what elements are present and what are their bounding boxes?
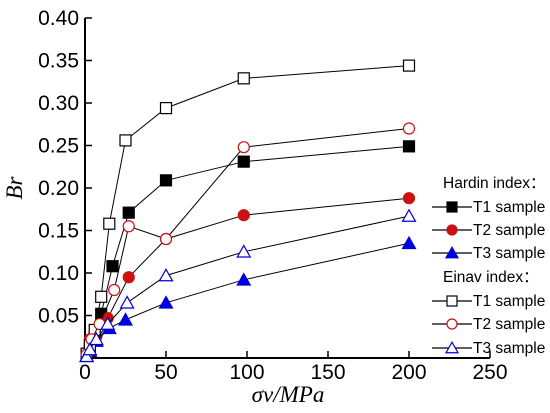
data-point xyxy=(159,101,173,115)
data-point xyxy=(159,232,173,246)
data-point xyxy=(108,283,121,297)
legend-label: T3 sample xyxy=(473,245,545,262)
data-point xyxy=(236,244,252,258)
data-point xyxy=(402,140,416,153)
series-line xyxy=(86,197,410,355)
legend-entry: T2 sample xyxy=(432,316,545,333)
x-tick-label: 250 xyxy=(472,361,507,384)
data-point xyxy=(158,268,174,282)
legend-entry: T1 sample xyxy=(432,199,545,216)
data-point xyxy=(88,331,104,346)
data-point xyxy=(237,72,250,85)
legend-marker xyxy=(444,246,460,259)
y-axis-title: Br xyxy=(2,175,27,199)
y-tick-label: 0.30 xyxy=(38,92,79,115)
y-tick-label: 0.25 xyxy=(38,135,79,158)
data-point xyxy=(237,141,250,154)
data-point xyxy=(402,192,416,205)
legend-label: T2 sample xyxy=(473,222,545,239)
x-axis-ticks: 0 50 100 150 200 250 xyxy=(79,351,508,384)
y-axis-ticks: 0.05 0.10 0.15 0.20 0.25 0.30 0.35 0.40 xyxy=(38,7,92,328)
legend-marker xyxy=(446,318,458,330)
legend-entry: T3 sample xyxy=(432,340,545,357)
data-point xyxy=(117,312,134,326)
data-point xyxy=(402,122,416,135)
x-tick-label: 150 xyxy=(310,361,345,384)
data-point xyxy=(402,59,416,72)
legend-entry: T3 sample xyxy=(432,245,545,262)
series-1 xyxy=(80,140,416,360)
y-tick-label: 0.05 xyxy=(38,305,79,328)
data-point xyxy=(119,134,132,147)
y-tick-label: 0.40 xyxy=(38,7,79,30)
legend-label: T2 sample xyxy=(473,316,545,333)
legend-label: T1 sample xyxy=(473,199,545,216)
legend-label: T1 sample xyxy=(473,293,545,310)
series-line xyxy=(86,145,410,355)
y-tick-label: 0.35 xyxy=(38,50,79,73)
legend-entry: T2 sample xyxy=(432,222,545,239)
series-layer xyxy=(79,59,417,363)
series-line xyxy=(86,65,410,354)
data-point xyxy=(103,217,116,230)
legend-marker xyxy=(444,341,460,354)
y-tick-label: 0.20 xyxy=(38,177,79,200)
data-point xyxy=(236,272,252,286)
legend-label: T3 sample xyxy=(473,340,545,357)
series-5 xyxy=(80,122,416,361)
data-point xyxy=(237,209,250,222)
series-line xyxy=(86,242,410,357)
x-tick-label: 100 xyxy=(229,361,264,384)
y-tick-label: 0.15 xyxy=(38,220,79,243)
data-point xyxy=(95,290,108,303)
legend-group-label: Hardin index： xyxy=(443,175,546,192)
x-tick-label: 50 xyxy=(154,361,177,384)
x-axis-title: σv/MPa xyxy=(252,382,325,407)
data-point xyxy=(122,206,135,219)
series-6 xyxy=(79,208,417,363)
data-point xyxy=(119,295,135,309)
legend: Hardin index： T1 sample T2 sample T3 sample… xyxy=(432,175,546,357)
data-point xyxy=(100,316,116,330)
legend-marker xyxy=(446,295,458,307)
x-tick-label: 0 xyxy=(79,361,91,384)
data-point xyxy=(401,235,417,250)
data-point xyxy=(106,260,119,273)
series-line xyxy=(86,215,410,357)
legend-marker xyxy=(446,224,458,236)
data-point xyxy=(82,342,98,356)
legend-group-label: Einav index： xyxy=(443,269,539,286)
x-tick-label: 200 xyxy=(391,361,426,384)
y-tick-label: 0.10 xyxy=(38,262,79,285)
data-point xyxy=(79,348,95,363)
data-point xyxy=(158,295,174,309)
data-point xyxy=(159,174,173,187)
legend-entry: T1 sample xyxy=(432,293,545,310)
data-point xyxy=(122,271,135,284)
data-point xyxy=(237,155,250,168)
legend-marker xyxy=(446,201,458,213)
data-point xyxy=(122,220,135,233)
data-point xyxy=(401,208,417,222)
